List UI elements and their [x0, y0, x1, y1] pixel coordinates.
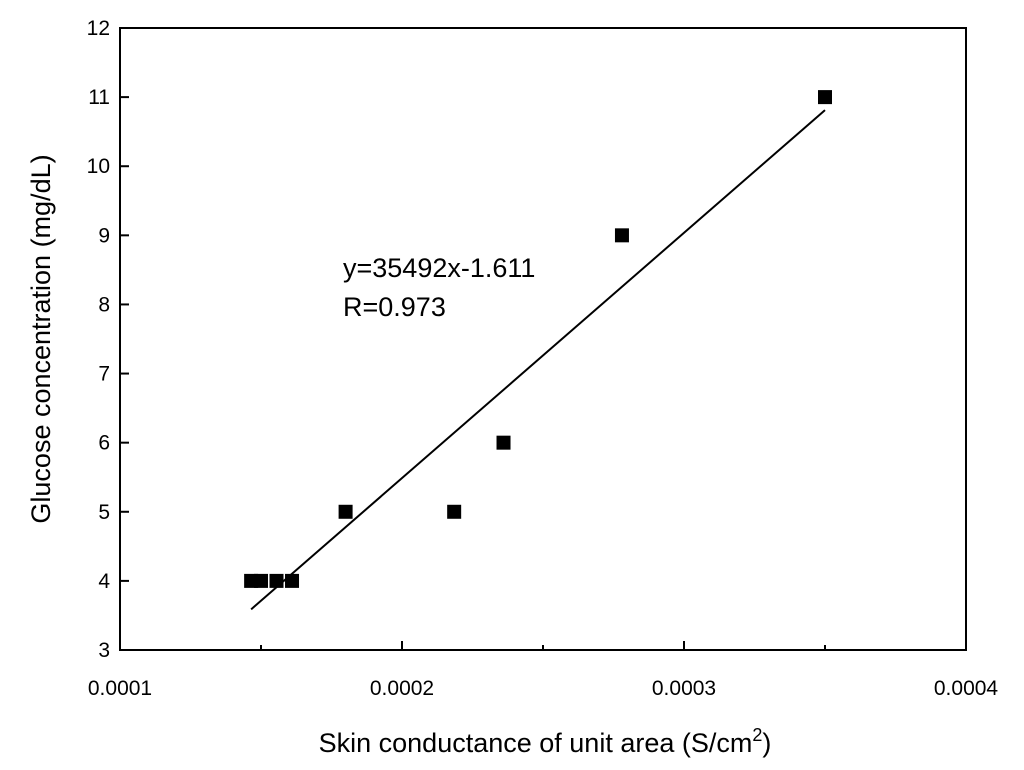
y-axis-title: Glucose concentration (mg/dL) [26, 154, 56, 523]
correlation-annotation: R=0.973 [343, 292, 446, 322]
data-point [285, 573, 300, 588]
x-tick-label: 0.0002 [370, 677, 434, 700]
y-tick-label: 5 [98, 501, 110, 524]
y-tick-label: 12 [87, 17, 110, 40]
y-tick-label: 9 [98, 224, 110, 247]
tick-layer [119, 27, 967, 651]
data-point [269, 573, 284, 588]
y-tick-label: 8 [98, 293, 110, 316]
data-point [447, 504, 462, 519]
y-tick-label: 11 [88, 86, 110, 109]
x-axis-title-superscript: 2 [752, 725, 762, 745]
tick-label-layer: 0.0001 0.0002 0.0003 0.0004 3 4 5 6 7 8 9 10 11 12 [87, 17, 999, 700]
x-tick-label: 0.0001 [88, 677, 152, 700]
y-tick-label: 3 [98, 639, 110, 662]
x-axis-title-suffix: ) [762, 728, 771, 758]
x-axis-title-main: Skin conductance of unit area (S/cm [319, 728, 753, 758]
x-axis-title: Skin conductance of unit area (S/cm2) [319, 725, 772, 758]
plot-frame [119, 27, 967, 651]
data-point [818, 90, 832, 105]
x-tick-label: 0.0003 [652, 677, 716, 700]
y-tick-label: 10 [87, 155, 110, 178]
y-tick-label: 6 [98, 432, 110, 455]
data-point [496, 435, 511, 450]
y-tick-label: 4 [98, 570, 110, 593]
y-tick-label: 7 [98, 363, 110, 386]
data-point-layer [244, 90, 832, 588]
x-tick-label: 0.0004 [934, 677, 999, 700]
regression-line [250, 109, 826, 611]
data-point [254, 573, 268, 588]
data-point [338, 504, 353, 519]
fit-equation-annotation: y=35492x-1.611 [343, 253, 535, 283]
data-point [614, 228, 629, 243]
